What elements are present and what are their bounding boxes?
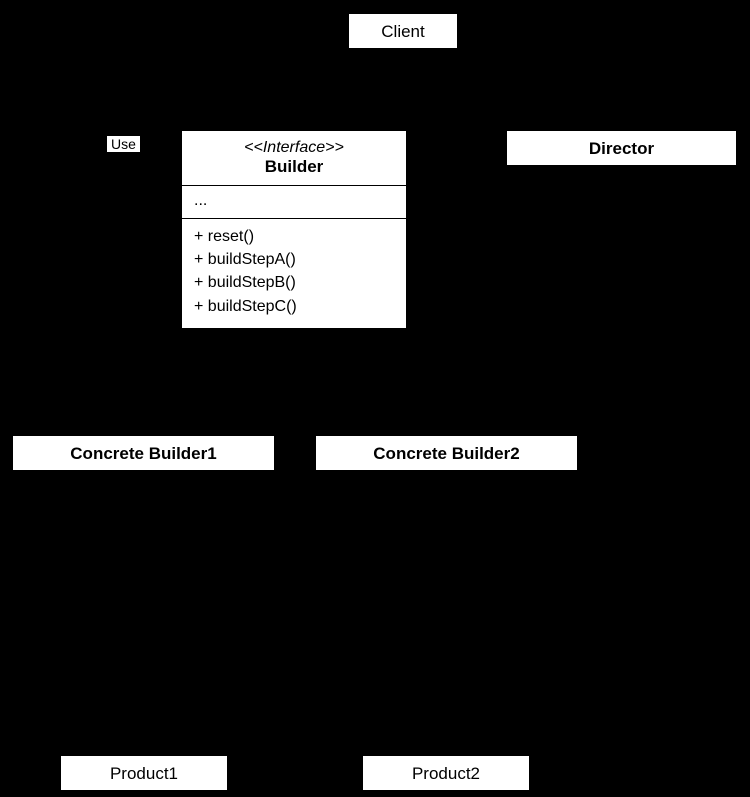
concrete-builder2-label: Concrete Builder2 [316, 436, 577, 472]
concrete-builder1-label: Concrete Builder1 [13, 436, 274, 472]
builder-interface-box: <<Interface>> Builder ... + reset() + bu… [181, 130, 407, 329]
use-label: Use [106, 135, 141, 153]
concrete-builder2-box: Concrete Builder2 [315, 435, 578, 471]
method-buildStepB: + buildStepB() [194, 271, 394, 294]
concrete-builder1-box: Concrete Builder1 [12, 435, 275, 471]
builder-stereotype: <<Interface>> [196, 139, 392, 157]
product2-label: Product2 [363, 756, 529, 792]
director-box: Director [506, 130, 737, 166]
builder-name: Builder [196, 157, 392, 177]
builder-header: <<Interface>> Builder [182, 131, 406, 186]
builder-attributes: ... [182, 186, 406, 219]
client-label: Client [349, 14, 457, 50]
product1-box: Product1 [60, 755, 228, 791]
method-buildStepC: + buildStepC() [194, 295, 394, 318]
product2-box: Product2 [362, 755, 530, 791]
use-text: Use [111, 136, 136, 152]
client-box: Client [348, 13, 458, 49]
product1-label: Product1 [61, 756, 227, 792]
method-reset: + reset() [194, 225, 394, 248]
builder-methods: + reset() + buildStepA() + buildStepB() … [182, 219, 406, 328]
director-label: Director [507, 131, 736, 167]
method-buildStepA: + buildStepA() [194, 248, 394, 271]
